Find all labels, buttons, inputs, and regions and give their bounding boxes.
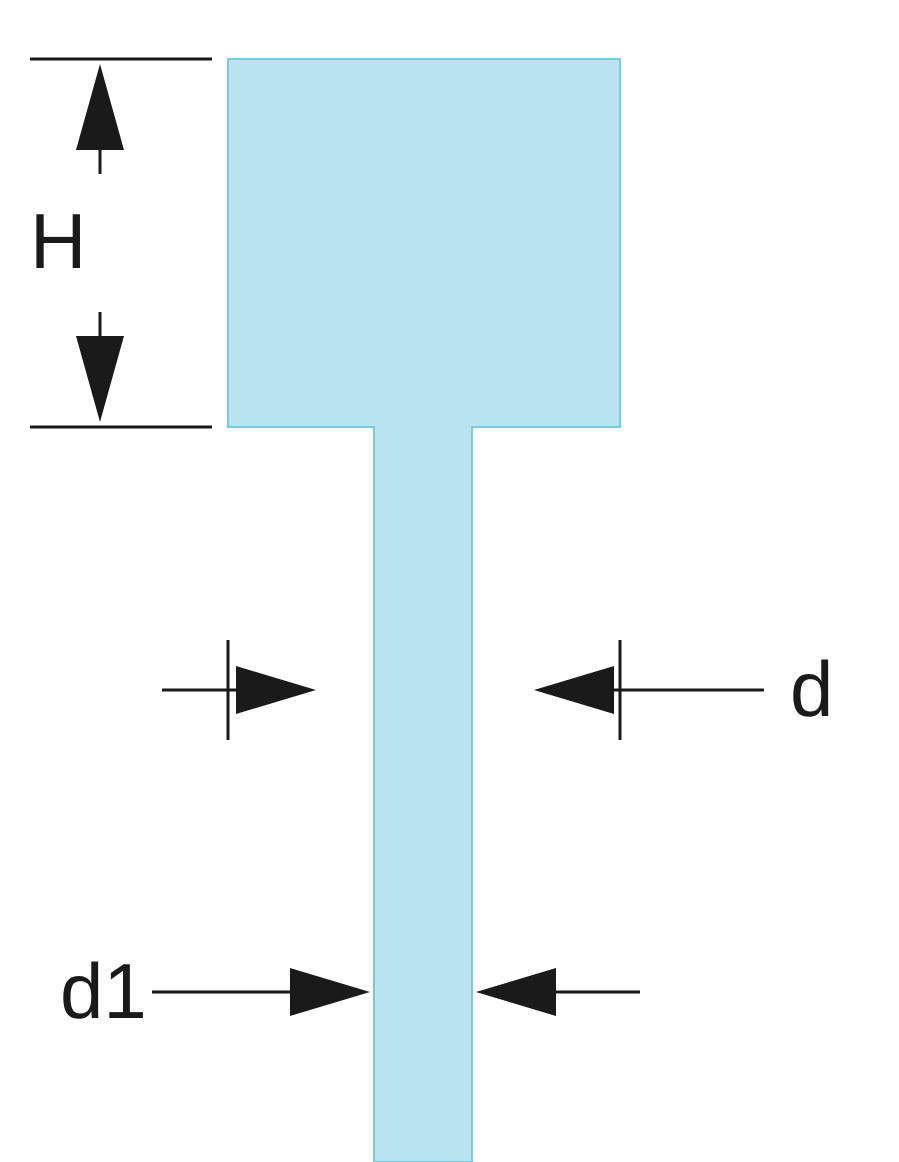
- technical-drawing: Hd d1: [0, 0, 899, 1162]
- dimension-label: d: [790, 645, 833, 733]
- dimension-label: H: [30, 197, 86, 285]
- dimension-label: d1: [60, 947, 147, 1035]
